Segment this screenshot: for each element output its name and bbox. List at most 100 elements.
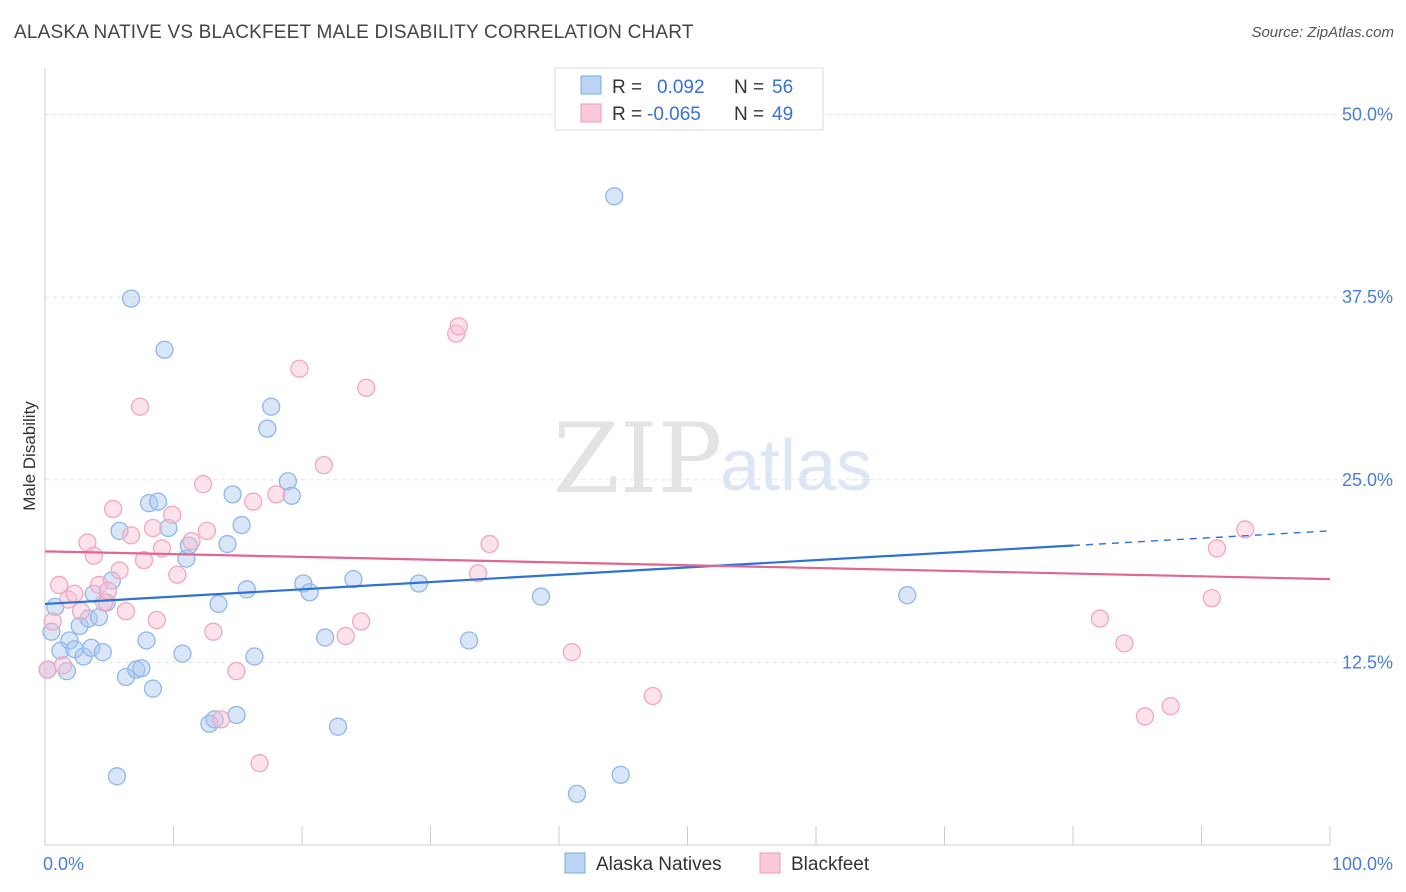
point-alaska-natives bbox=[148, 492, 168, 511]
point-blackfeet bbox=[49, 575, 69, 595]
point-alaska-natives bbox=[605, 187, 624, 206]
point-alaska-natives bbox=[300, 583, 319, 602]
y-tick-labels: 12.5% 25.0% 37.5% 50.0% bbox=[1342, 105, 1393, 673]
point-alaska-natives bbox=[107, 767, 127, 786]
point-blackfeet bbox=[447, 324, 466, 343]
point-blackfeet bbox=[38, 660, 57, 679]
point-blackfeet bbox=[89, 575, 109, 595]
series-legend-swatch-alaska bbox=[564, 852, 586, 874]
point-blackfeet bbox=[562, 643, 581, 662]
legend-r-label-blackfeet: R = bbox=[612, 104, 642, 125]
point-blackfeet bbox=[168, 565, 187, 584]
point-blackfeet bbox=[468, 564, 488, 583]
point-alaska-natives bbox=[898, 586, 917, 605]
point-alaska-natives bbox=[227, 705, 246, 725]
point-blackfeet bbox=[267, 485, 286, 504]
legend-n-label-blackfeet: N = bbox=[734, 104, 764, 125]
point-blackfeet bbox=[1090, 609, 1110, 628]
point-blackfeet bbox=[1236, 520, 1255, 539]
x-tick-label: 0.0% bbox=[43, 854, 84, 874]
point-blackfeet bbox=[110, 561, 129, 580]
point-blackfeet bbox=[643, 686, 662, 706]
point-alaska-natives bbox=[278, 472, 298, 491]
watermark-atlas: atlas bbox=[720, 426, 872, 506]
point-alaska-natives bbox=[51, 641, 70, 660]
point-blackfeet bbox=[193, 474, 213, 494]
point-blackfeet bbox=[336, 626, 355, 646]
point-alaska-natives bbox=[116, 667, 136, 687]
legend-r-value-blackfeet: -0.065 bbox=[647, 104, 701, 125]
point-alaska-natives bbox=[110, 521, 129, 541]
point-blackfeet bbox=[53, 656, 73, 675]
point-blackfeet bbox=[244, 492, 263, 511]
point-alaska-natives bbox=[121, 289, 141, 308]
point-blackfeet bbox=[250, 754, 269, 773]
point-alaska-natives bbox=[205, 710, 224, 729]
point-alaska-natives bbox=[344, 569, 363, 589]
point-blackfeet bbox=[1207, 539, 1227, 558]
source-label: Source: ZipAtlas.com bbox=[1251, 24, 1394, 41]
point-alaska-natives bbox=[60, 631, 79, 650]
point-blackfeet bbox=[290, 359, 309, 378]
point-alaska-natives bbox=[209, 594, 228, 614]
point-blackfeet bbox=[211, 710, 231, 729]
watermark-zip: ZIP bbox=[553, 403, 722, 515]
point-blackfeet bbox=[143, 518, 163, 538]
point-alaska-natives bbox=[315, 628, 335, 647]
point-alaska-natives bbox=[93, 643, 112, 662]
point-blackfeet bbox=[130, 397, 150, 416]
point-alaska-natives bbox=[155, 340, 174, 359]
point-alaska-natives bbox=[611, 765, 630, 785]
point-blackfeet bbox=[1161, 697, 1180, 716]
point-alaska-natives bbox=[173, 644, 192, 663]
y-tick-label: 25.0% bbox=[1342, 470, 1393, 490]
point-blackfeet bbox=[121, 526, 141, 545]
trend-lines bbox=[44, 530, 1331, 606]
legend-n-label-alaska: N = bbox=[734, 77, 764, 98]
point-alaska-natives bbox=[567, 784, 587, 804]
point-alaska-natives bbox=[282, 486, 301, 505]
series-legend-swatch-blackfeet bbox=[759, 852, 781, 874]
y-tick-label: 37.5% bbox=[1342, 287, 1393, 307]
y-tick-label: 12.5% bbox=[1342, 652, 1393, 672]
chart-title: ALASKA NATIVE VS BLACKFEET MALE DISABILI… bbox=[14, 22, 694, 43]
data-points bbox=[38, 187, 1255, 804]
point-blackfeet bbox=[197, 521, 217, 541]
point-alaska-natives bbox=[232, 515, 251, 535]
stats-legend: R = 0.092 N = 56 R = -0.065 N = 49 bbox=[554, 67, 824, 131]
series-legend-label-alaska: Alaska Natives bbox=[596, 854, 722, 875]
point-alaska-natives bbox=[143, 679, 163, 698]
point-blackfeet bbox=[1202, 588, 1221, 608]
axes bbox=[44, 68, 1331, 846]
point-alaska-natives bbox=[258, 419, 277, 438]
point-alaska-natives bbox=[82, 638, 101, 657]
y-tick-label: 50.0% bbox=[1342, 105, 1393, 125]
series-legend-label-blackfeet: Blackfeet bbox=[791, 854, 870, 875]
point-blackfeet bbox=[116, 602, 136, 621]
point-blackfeet bbox=[65, 584, 84, 603]
series-legend: Alaska Natives Blackfeet bbox=[564, 852, 870, 875]
trend-line-blackfeet bbox=[44, 550, 1331, 581]
point-blackfeet bbox=[163, 505, 182, 524]
point-alaska-natives bbox=[218, 534, 237, 554]
point-blackfeet bbox=[182, 531, 201, 551]
x-tick-labels: 0.0% 100.0% bbox=[43, 854, 1393, 874]
legend-swatch-alaska bbox=[580, 75, 602, 95]
y-axis-label: Male Disability bbox=[20, 401, 39, 511]
x-tick-label: 100.0% bbox=[1332, 854, 1393, 874]
point-blackfeet bbox=[1115, 634, 1134, 653]
point-blackfeet bbox=[71, 602, 91, 621]
legend-n-value-alaska: 56 bbox=[772, 77, 793, 98]
point-alaska-natives bbox=[531, 587, 551, 606]
point-blackfeet bbox=[94, 593, 114, 612]
point-alaska-natives bbox=[137, 631, 156, 650]
point-blackfeet bbox=[134, 550, 154, 570]
legend-r-label-alaska: R = bbox=[612, 77, 642, 98]
point-alaska-natives bbox=[459, 631, 479, 650]
point-alaska-natives bbox=[245, 647, 264, 666]
point-blackfeet bbox=[98, 581, 118, 600]
point-blackfeet bbox=[227, 661, 246, 681]
legend-r-value-alaska: 0.092 bbox=[657, 77, 705, 98]
point-blackfeet bbox=[43, 612, 62, 631]
